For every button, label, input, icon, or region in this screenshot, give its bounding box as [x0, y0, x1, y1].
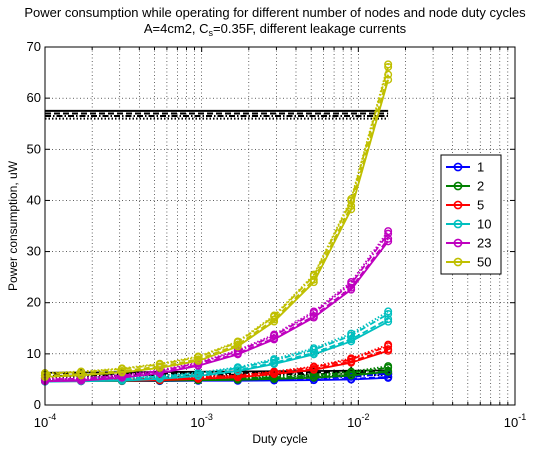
subtitle-prefix: A=4cm2, C	[144, 21, 209, 36]
data-point	[384, 62, 393, 71]
y-tick-label: 0	[34, 397, 41, 412]
legend-label: 5	[477, 198, 484, 213]
data-point	[384, 237, 393, 246]
y-tick-label: 10	[27, 346, 41, 361]
data-point	[384, 227, 393, 236]
x-tick-label: 10-3	[190, 412, 212, 430]
data-point	[270, 355, 279, 364]
chart-title: Power consumption while operating for di…	[24, 5, 526, 20]
x-tick-label: 10-4	[34, 412, 56, 430]
subtitle-subscript: s	[209, 28, 214, 38]
data-point	[77, 367, 86, 376]
y-tick-label: 40	[27, 192, 41, 207]
series-line	[44, 238, 389, 382]
series-line	[44, 313, 389, 381]
series-line	[44, 233, 389, 381]
legend-label: 10	[477, 217, 491, 232]
data-point	[309, 307, 318, 316]
legend-swatch-marker	[453, 181, 463, 191]
legend-label: 2	[477, 179, 484, 194]
data-point	[384, 345, 393, 354]
series-line	[44, 230, 389, 380]
data-point	[384, 340, 393, 349]
y-tick-label: 20	[27, 295, 41, 310]
data-point	[309, 270, 318, 279]
data-point	[347, 278, 356, 287]
data-point	[347, 354, 356, 363]
grid	[45, 47, 515, 405]
data-point	[309, 370, 318, 379]
data-point	[270, 330, 279, 339]
data-point	[384, 229, 393, 238]
data-point	[384, 60, 393, 69]
series-line	[44, 79, 390, 378]
legend: 1 2 5 10 23 50	[440, 154, 502, 275]
legend-label: 50	[477, 255, 491, 270]
data-point	[270, 315, 279, 324]
legend-swatch-marker	[453, 162, 463, 172]
data-point	[384, 362, 393, 371]
y-tick-label: 60	[27, 90, 41, 105]
data-point	[233, 337, 242, 346]
data-point	[347, 283, 356, 292]
data-point	[384, 315, 393, 324]
x-tick-label: 10-2	[347, 412, 369, 430]
data-point	[270, 367, 279, 376]
data-point	[270, 311, 279, 320]
plot-area	[45, 47, 515, 405]
data-point	[117, 364, 126, 373]
data-point	[155, 359, 164, 368]
legend-swatch-marker	[453, 257, 463, 267]
series-line	[44, 64, 390, 374]
data-point	[233, 363, 242, 372]
data-point	[309, 344, 318, 353]
data-point	[384, 317, 393, 326]
series-line	[44, 74, 390, 377]
data-point	[347, 329, 356, 338]
chart-subtitle: A=4cm2, Cs=0.35F, different leakage curr…	[144, 21, 407, 38]
y-tick-label: 50	[27, 141, 41, 156]
data-point	[309, 362, 318, 371]
legend-label: 23	[477, 236, 491, 251]
data-point	[347, 195, 356, 204]
series-group	[41, 60, 393, 386]
legend-swatch-marker	[453, 200, 463, 210]
data-point	[347, 367, 356, 376]
series-line	[45, 345, 389, 381]
y-tick-label: 70	[27, 39, 41, 54]
data-point	[194, 352, 203, 361]
subtitle-suffix: =0.35F, different leakage currents	[213, 21, 407, 36]
data-point	[384, 366, 393, 375]
plot-frame	[44, 46, 516, 406]
legend-label: 1	[477, 160, 484, 175]
x-axis-label: Duty cycle	[252, 432, 308, 446]
y-tick-label: 30	[27, 244, 41, 259]
legend-swatch-marker	[453, 238, 463, 248]
legend-swatch-marker	[453, 219, 463, 229]
axes: 0 10 20 30 40 50 60 70 10-4 10-3 10-2 10-1	[27, 39, 527, 430]
legend-box	[440, 154, 502, 275]
y-axis-label: Power consumption, uW	[6, 160, 20, 291]
data-point	[309, 348, 318, 357]
series-line	[44, 318, 389, 382]
data-point	[384, 307, 393, 316]
x-tick-label: 10-1	[504, 412, 526, 430]
